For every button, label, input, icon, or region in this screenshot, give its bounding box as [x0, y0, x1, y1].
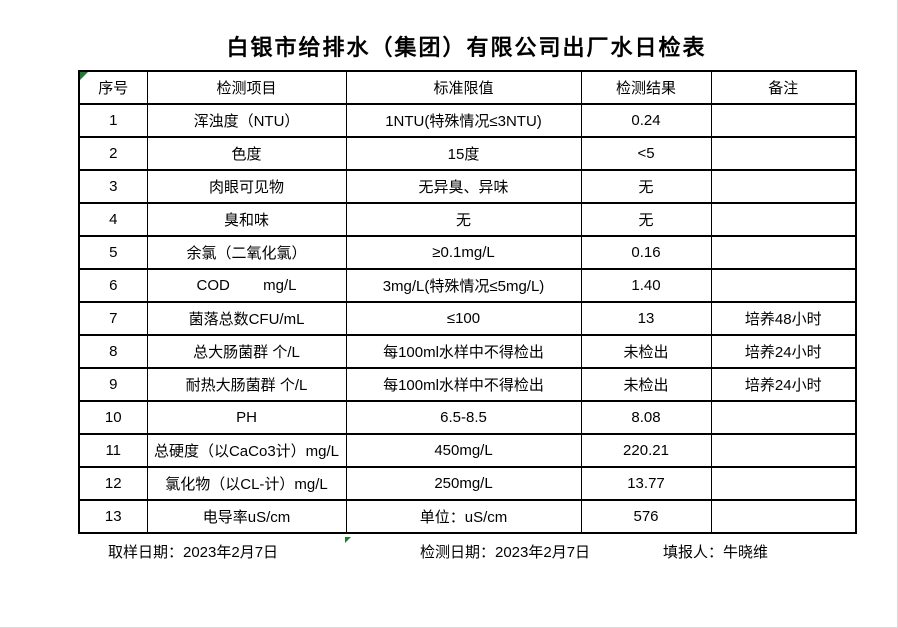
excel-corner-marker-icon [80, 72, 88, 80]
cell-no: 9 [78, 367, 148, 402]
cell-result: 13 [580, 301, 712, 336]
cell-limit: 6.5-8.5 [345, 400, 582, 435]
cell-no: 5 [78, 235, 148, 270]
page-title: 白银市给排水（集团）有限公司出厂水日检表 [226, 35, 707, 60]
cell-limit: 每100ml水样中不得检出 [345, 367, 582, 402]
cell-result: 0.24 [580, 103, 712, 138]
cell-item: 余氯（二氧化氯） [146, 235, 347, 270]
cell-remark [710, 499, 857, 534]
cell-limit: 单位：uS/cm [345, 499, 582, 534]
cell-no: 1 [78, 103, 148, 138]
table-row: 9 耐热大肠菌群 个/L 每100ml水样中不得检出 未检出 培养24小时 [78, 367, 857, 402]
table-row: 3 肉眼可见物 无异臭、异味 无 [78, 169, 857, 204]
table-row: 11 总硬度（以CaCo3计）mg/L 450mg/L 220.21 [78, 433, 857, 468]
cell-result: 1.40 [580, 268, 712, 303]
footer: 取样日期：2023年2月7日 检测日期：2023年2月7日 填报人：牛晓维 [0, 541, 897, 561]
header-result: 检测结果 [580, 70, 712, 105]
table-row: 7 菌落总数CFU/mL ≤100 13 培养48小时 [78, 301, 857, 336]
cell-result: 无 [580, 202, 712, 237]
test-date-label: 检测日期：2023年2月7日 [420, 544, 591, 561]
cell-no: 8 [78, 334, 148, 369]
cell-item: 浑浊度（NTU） [146, 103, 347, 138]
excel-paste-marker-icon [345, 537, 351, 543]
cell-item: 臭和味 [146, 202, 347, 237]
inspection-table: 序号 检测项目 标准限值 检测结果 备注 1 浑浊度（NTU） 1NTU(特殊情… [78, 70, 857, 534]
cell-result: <5 [580, 136, 712, 171]
cell-item: 总大肠菌群 个/L [146, 334, 347, 369]
cell-item: 氯化物（以CL-计）mg/L [146, 466, 347, 501]
cell-limit: 3mg/L(特殊情况≤5mg/L) [345, 268, 582, 303]
table-row: 10 PH 6.5-8.5 8.08 [78, 400, 857, 435]
cell-result: 无 [580, 169, 712, 204]
cell-no: 4 [78, 202, 148, 237]
sample-date-label: 取样日期：2023年2月7日 [108, 544, 279, 561]
cell-no: 11 [78, 433, 148, 468]
table-row: 4 臭和味 无 无 [78, 202, 857, 237]
cell-remark [710, 169, 857, 204]
cell-no: 2 [78, 136, 148, 171]
cell-item: PH [146, 400, 347, 435]
cell-limit: 450mg/L [345, 433, 582, 468]
cell-remark [710, 268, 857, 303]
cell-limit: 无异臭、异味 [345, 169, 582, 204]
header-limit: 标准限值 [345, 70, 582, 105]
cell-limit: 250mg/L [345, 466, 582, 501]
cell-remark: 培养48小时 [710, 301, 857, 336]
header-remark: 备注 [710, 70, 857, 105]
cell-result: 8.08 [580, 400, 712, 435]
cell-no: 12 [78, 466, 148, 501]
table-row: 6 COD mg/L 3mg/L(特殊情况≤5mg/L) 1.40 [78, 268, 857, 303]
cell-no: 13 [78, 499, 148, 534]
table-row: 2 色度 15度 <5 [78, 136, 857, 171]
cell-result: 未检出 [580, 334, 712, 369]
cell-remark [710, 103, 857, 138]
reporter-label: 填报人：牛晓维 [663, 544, 769, 561]
table-row: 5 余氯（二氧化氯） ≥0.1mg/L 0.16 [78, 235, 857, 270]
cell-no: 10 [78, 400, 148, 435]
cell-item: 菌落总数CFU/mL [146, 301, 347, 336]
cell-remark: 培养24小时 [710, 367, 857, 402]
cell-no: 6 [78, 268, 148, 303]
table-row: 12 氯化物（以CL-计）mg/L 250mg/L 13.77 [78, 466, 857, 501]
cell-limit: 无 [345, 202, 582, 237]
cell-limit: 15度 [345, 136, 582, 171]
cell-remark [710, 136, 857, 171]
cell-remark [710, 400, 857, 435]
cell-item: 总硬度（以CaCo3计）mg/L [146, 433, 347, 468]
cell-no: 3 [78, 169, 148, 204]
cell-no: 7 [78, 301, 148, 336]
cell-limit: 每100ml水样中不得检出 [345, 334, 582, 369]
cell-result: 13.77 [580, 466, 712, 501]
cell-item: COD mg/L [146, 268, 347, 303]
cell-remark [710, 433, 857, 468]
cell-item: 色度 [146, 136, 347, 171]
cell-remark [710, 466, 857, 501]
cell-limit: ≥0.1mg/L [345, 235, 582, 270]
cell-remark [710, 202, 857, 237]
table-row: 8 总大肠菌群 个/L 每100ml水样中不得检出 未检出 培养24小时 [78, 334, 857, 369]
cell-remark [710, 235, 857, 270]
cell-item: 电导率uS/cm [146, 499, 347, 534]
header-row: 序号 检测项目 标准限值 检测结果 备注 [78, 70, 857, 105]
cell-remark: 培养24小时 [710, 334, 857, 369]
cell-item: 肉眼可见物 [146, 169, 347, 204]
cell-limit: 1NTU(特殊情况≤3NTU) [345, 103, 582, 138]
cell-result: 未检出 [580, 367, 712, 402]
table-row: 1 浑浊度（NTU） 1NTU(特殊情况≤3NTU) 0.24 [78, 103, 857, 138]
header-item: 检测项目 [146, 70, 347, 105]
cell-result: 220.21 [580, 433, 712, 468]
cell-result: 576 [580, 499, 712, 534]
cell-item: 耐热大肠菌群 个/L [146, 367, 347, 402]
header-no: 序号 [78, 70, 148, 105]
cell-result: 0.16 [580, 235, 712, 270]
table-row: 13 电导率uS/cm 单位：uS/cm 576 [78, 499, 857, 534]
cell-limit: ≤100 [345, 301, 582, 336]
